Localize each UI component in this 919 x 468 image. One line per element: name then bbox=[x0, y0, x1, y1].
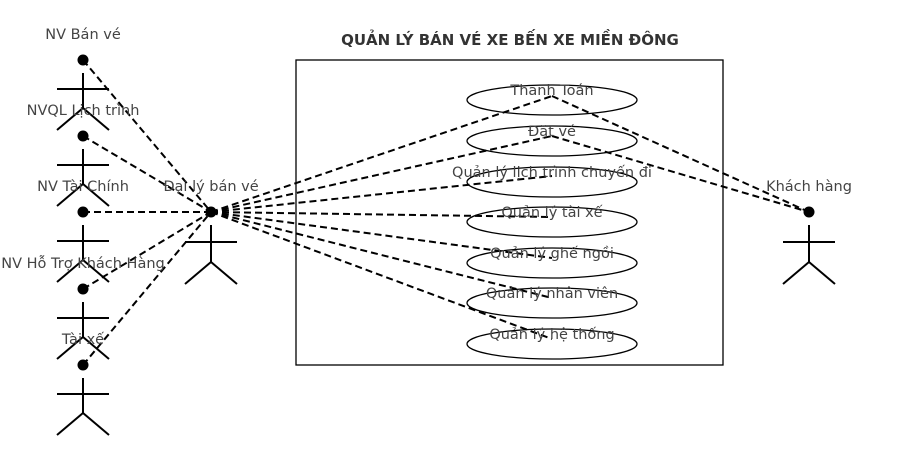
assoc-tai-xe-dai-ly bbox=[82, 211, 212, 366]
use-case-label-thanh-toan: Thanh Toán bbox=[509, 83, 593, 99]
actor-label-tai-xe: Tài xế bbox=[61, 331, 104, 348]
diagram-title: QUẢN LÝ BÁN VÉ XE BẾN XE MIỀN ĐÔNG bbox=[341, 28, 679, 49]
use-case-label-ql-he-thong: Quản lý hệ thống bbox=[489, 326, 614, 343]
actor-khach-hang bbox=[782, 206, 836, 285]
assoc-dai-ly-ql-ghe-ngoi bbox=[210, 211, 553, 259]
use-case-ql-nhan-vien bbox=[466, 287, 638, 319]
actor-label-nv-ho-tro: NV Hỗ Trợ Khách Hàng bbox=[1, 255, 164, 272]
actor-label-nv-ban-ve: NV Bán vé bbox=[45, 27, 121, 43]
actor-head-icon bbox=[77, 283, 89, 295]
actor-head-icon bbox=[77, 359, 89, 371]
actor-head-icon bbox=[77, 130, 89, 142]
actor-dai-ly bbox=[184, 206, 238, 285]
actor-nvql-lich-trinh bbox=[56, 130, 110, 207]
use-case-label-ql-tai-xe: Quản lý tài xế bbox=[501, 204, 602, 221]
use-case-ql-ghe-ngoi bbox=[466, 247, 638, 279]
use-case-label-ql-lich-trinh: Quản lý lịch trình chuyến đi bbox=[452, 164, 652, 181]
assoc-dat-ve-khach-hang bbox=[551, 135, 810, 213]
use-case-thanh-toan bbox=[466, 84, 638, 116]
assoc-dai-ly-ql-he-thong bbox=[210, 211, 553, 340]
actor-tai-xe bbox=[56, 359, 110, 436]
actor-head-icon bbox=[77, 54, 89, 66]
assoc-nvql-dai-ly bbox=[82, 135, 212, 213]
use-case-label-ql-nhan-vien: Quản lý nhân viên bbox=[486, 286, 618, 302]
assoc-dai-ly-ql-nhan-vien bbox=[210, 211, 553, 299]
actor-head-icon bbox=[205, 206, 217, 218]
use-case-label-dat-ve: Đặt vé bbox=[528, 124, 576, 140]
actor-nv-ho-tro bbox=[56, 283, 110, 360]
assoc-dai-ly-dat-ve bbox=[210, 135, 553, 213]
actor-nv-ban-ve bbox=[56, 54, 110, 131]
assoc-dai-ly-ql-tai-xe bbox=[210, 211, 553, 218]
actor-head-icon bbox=[803, 206, 815, 218]
actor-head-icon bbox=[77, 206, 89, 218]
assoc-nv-ban-ve-dai-ly bbox=[82, 59, 212, 213]
assoc-nv-ho-tro-dai-ly bbox=[82, 211, 212, 290]
assoc-dai-ly-ql-lich-trinh bbox=[210, 175, 553, 213]
actor-label-nv-tai-chinh: NV Tài Chính bbox=[37, 179, 129, 195]
assoc-thanh-toan-khach-hang bbox=[551, 95, 810, 213]
actor-label-khach-hang: Khách hàng bbox=[766, 179, 852, 195]
use-case-label-ql-ghe-ngoi: Quản lý ghế ngồi bbox=[490, 245, 614, 262]
assoc-dai-ly-thanh-toan bbox=[210, 95, 553, 213]
associations bbox=[82, 59, 810, 366]
actor-label-dai-ly: Đại lý bán vé bbox=[163, 179, 258, 195]
actor-nv-tai-chinh bbox=[56, 206, 110, 283]
actor-label-nvql-lich-trinh: NVQL Lịch trình bbox=[27, 103, 140, 119]
use-case-ql-he-thong bbox=[466, 328, 638, 360]
use-case-ql-tai-xe bbox=[466, 206, 638, 238]
use-case-ql-lich-trinh bbox=[466, 166, 638, 198]
